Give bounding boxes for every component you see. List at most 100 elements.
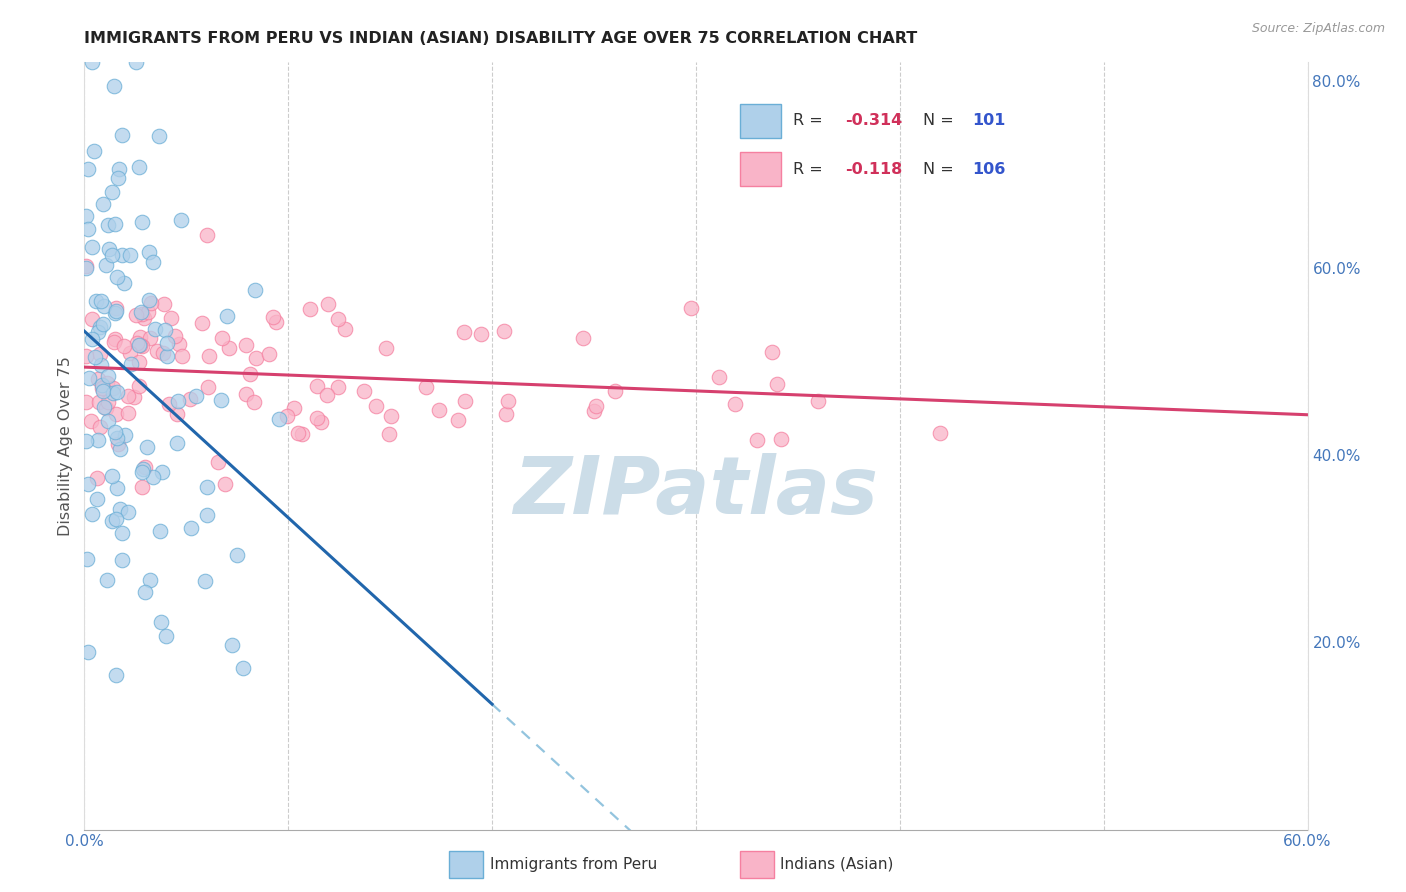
Point: [94, 258, 117, 272]
Point: [75, 260, 97, 275]
Point: [132, 311, 155, 326]
Point: [103, 79, 125, 94]
Point: [328, 311, 350, 326]
Point: [305, 410, 328, 425]
Text: N =: N =: [922, 113, 959, 128]
Point: [496, 394, 519, 409]
Point: [283, 401, 305, 416]
Point: [745, 433, 768, 447]
Point: [100, 469, 122, 483]
Point: [104, 306, 127, 320]
Bar: [741, 104, 780, 137]
Point: [124, 390, 146, 404]
Point: [197, 228, 219, 243]
Point: [91, 197, 114, 211]
Point: [87, 326, 110, 340]
Point: [105, 269, 128, 284]
Point: [166, 407, 188, 421]
Point: [235, 338, 257, 352]
Point: [111, 526, 134, 541]
Point: [427, 403, 450, 417]
Point: [494, 324, 516, 338]
Point: [77, 162, 100, 177]
Point: [143, 322, 166, 336]
Point: [138, 244, 160, 259]
Point: [194, 574, 217, 588]
Point: [150, 615, 173, 629]
Point: [75, 434, 97, 448]
Point: [298, 302, 321, 317]
Point: [125, 308, 148, 322]
Point: [155, 629, 177, 643]
Point: [128, 338, 150, 352]
Point: [765, 376, 787, 391]
Point: [264, 315, 287, 329]
Point: [80, 507, 103, 521]
Point: [104, 425, 127, 439]
Point: [96, 376, 118, 390]
Point: [470, 326, 492, 341]
Point: [89, 319, 111, 334]
Point: [157, 397, 180, 411]
Point: [134, 459, 156, 474]
Point: [169, 213, 191, 227]
Point: [138, 293, 160, 307]
Point: [80, 332, 103, 346]
Point: [90, 378, 112, 392]
Point: [90, 358, 112, 372]
Point: [83, 350, 105, 364]
Point: [117, 406, 139, 420]
Point: [76, 209, 98, 223]
Point: [129, 305, 152, 319]
Point: [316, 297, 339, 311]
Point: [97, 414, 120, 428]
Point: [101, 386, 124, 401]
Point: [80, 312, 103, 326]
Point: [120, 346, 142, 360]
Point: [75, 394, 97, 409]
Point: [239, 367, 262, 381]
Point: [152, 345, 174, 359]
Point: [214, 476, 236, 491]
Point: [163, 329, 186, 343]
Point: [87, 372, 110, 386]
Point: [96, 573, 118, 587]
Point: [207, 455, 229, 469]
Point: [107, 170, 129, 185]
Point: [156, 349, 179, 363]
Point: [111, 248, 134, 262]
Point: [761, 344, 783, 359]
Point: [139, 296, 162, 310]
Point: [86, 433, 108, 447]
Point: [153, 297, 176, 311]
Point: [160, 311, 183, 326]
Point: [124, 55, 146, 70]
Point: [145, 344, 167, 359]
Point: [209, 392, 232, 407]
Point: [97, 242, 120, 256]
Text: Indians (Asian): Indians (Asian): [780, 857, 894, 871]
Point: [378, 426, 401, 441]
Text: -0.118: -0.118: [845, 161, 903, 177]
Point: [267, 412, 290, 426]
Point: [149, 524, 172, 538]
Text: -0.314: -0.314: [845, 113, 903, 128]
Point: [454, 394, 477, 409]
Point: [97, 218, 120, 232]
Point: [128, 354, 150, 368]
Point: [446, 412, 468, 426]
Point: [93, 400, 115, 414]
Point: [928, 425, 950, 440]
Text: R =: R =: [793, 161, 828, 177]
Point: [681, 301, 703, 315]
Point: [131, 480, 153, 494]
Point: [315, 387, 337, 401]
Point: [134, 585, 156, 599]
Point: [179, 392, 201, 406]
Point: [100, 185, 122, 199]
Point: [263, 310, 285, 325]
Text: N =: N =: [922, 161, 959, 177]
Point: [148, 129, 170, 144]
Point: [97, 394, 120, 409]
Point: [82, 55, 104, 70]
